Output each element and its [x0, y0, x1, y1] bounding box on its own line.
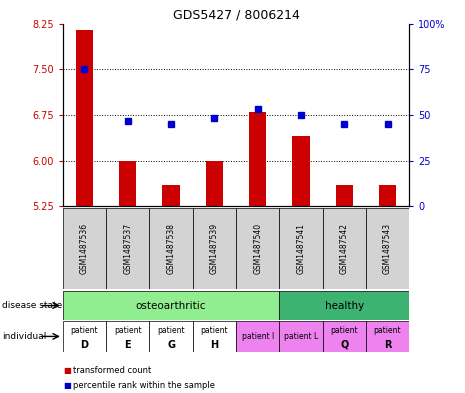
Bar	[149, 321, 193, 352]
Text: healthy: healthy	[325, 301, 364, 310]
Bar	[193, 208, 236, 289]
Bar	[249, 112, 266, 206]
Text: GSM1487537: GSM1487537	[123, 223, 132, 274]
Bar	[323, 208, 366, 289]
Text: patient: patient	[157, 326, 185, 335]
Text: patient I: patient I	[241, 332, 274, 341]
Text: individual: individual	[2, 332, 46, 341]
Bar	[279, 291, 409, 320]
Text: osteoarthritic: osteoarthritic	[136, 301, 206, 310]
Bar	[193, 321, 236, 352]
Text: ■: ■	[63, 381, 71, 389]
Bar	[149, 208, 193, 289]
Bar	[366, 321, 409, 352]
Bar	[336, 185, 353, 206]
Text: GSM1487536: GSM1487536	[80, 223, 89, 274]
Bar	[236, 208, 279, 289]
Bar	[279, 208, 323, 289]
Text: patient L: patient L	[284, 332, 318, 341]
Text: GSM1487542: GSM1487542	[340, 223, 349, 274]
Bar	[366, 208, 409, 289]
Text: percentile rank within the sample: percentile rank within the sample	[73, 381, 215, 389]
Bar	[162, 185, 179, 206]
Text: GSM1487539: GSM1487539	[210, 223, 219, 274]
Bar	[76, 30, 93, 206]
Bar	[63, 208, 106, 289]
Bar	[119, 161, 136, 206]
Bar	[323, 321, 366, 352]
Text: GSM1487540: GSM1487540	[253, 223, 262, 274]
Bar	[379, 185, 396, 206]
Text: H: H	[210, 340, 219, 350]
Text: R: R	[384, 340, 392, 350]
Bar	[292, 136, 310, 206]
Text: patient: patient	[200, 326, 228, 335]
Text: GSM1487541: GSM1487541	[297, 223, 306, 274]
Text: GSM1487543: GSM1487543	[383, 223, 392, 274]
Bar	[106, 208, 149, 289]
Text: D: D	[80, 340, 88, 350]
Text: G: G	[167, 340, 175, 350]
Text: E: E	[125, 340, 131, 350]
Bar	[106, 321, 149, 352]
Bar	[63, 321, 106, 352]
Bar	[236, 321, 279, 352]
Title: GDS5427 / 8006214: GDS5427 / 8006214	[173, 8, 299, 21]
Text: patient: patient	[71, 326, 98, 335]
Text: patient: patient	[331, 326, 358, 335]
Text: GSM1487538: GSM1487538	[166, 223, 175, 274]
Text: patient: patient	[114, 326, 141, 335]
Bar	[279, 321, 323, 352]
Bar	[63, 291, 279, 320]
Text: disease state: disease state	[2, 301, 63, 310]
Text: Q: Q	[340, 340, 348, 350]
Text: transformed count: transformed count	[73, 366, 152, 375]
Text: patient: patient	[374, 326, 401, 335]
Bar	[206, 161, 223, 206]
Text: ■: ■	[63, 366, 71, 375]
